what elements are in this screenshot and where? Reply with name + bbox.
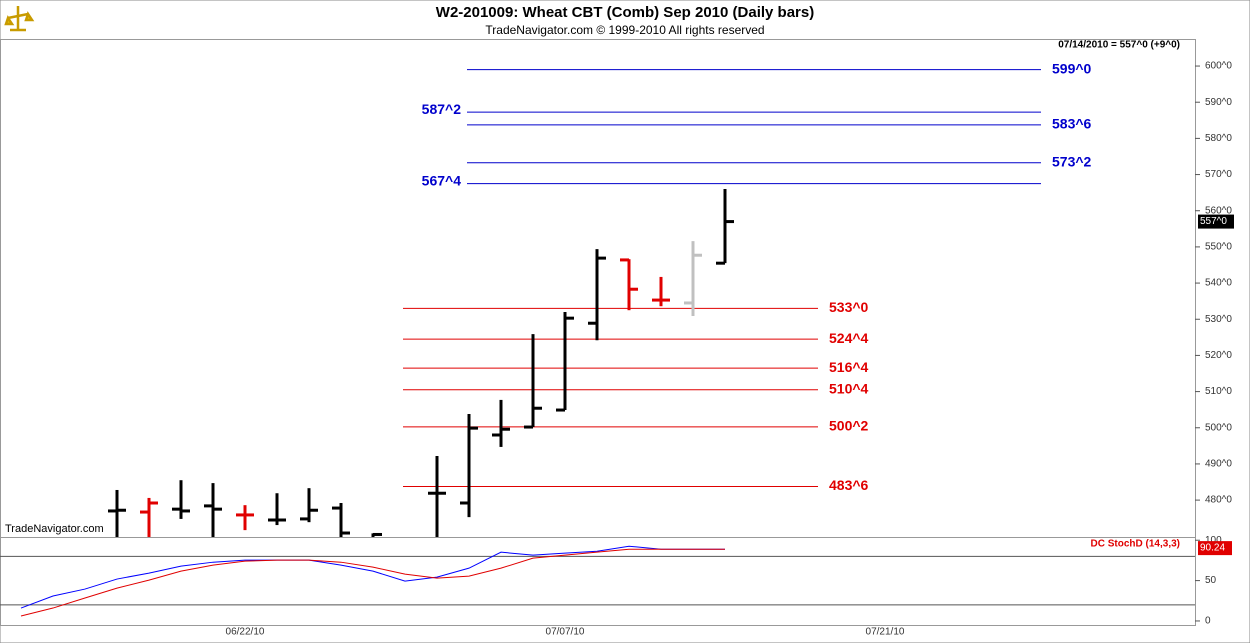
x-tick-label: 07/07/10 [546, 627, 585, 638]
y-tick-label: 580^0 [1205, 133, 1232, 144]
last-price-tag [1198, 214, 1234, 229]
chart-title: W2-201009: Wheat CBT (Comb) Sep 2010 (Da… [436, 4, 814, 21]
level-label: 483^6 [829, 477, 869, 493]
last-price-label: 557^0 [1200, 216, 1227, 227]
watermark: TradeNavigator.com [5, 523, 104, 535]
y-tick-label: 520^0 [1205, 350, 1232, 361]
y-tick-label: 600^0 [1205, 61, 1232, 72]
x-tick-label: 06/22/10 [226, 627, 265, 638]
y-tick-label: 530^0 [1205, 314, 1232, 325]
y-tick-label: 510^0 [1205, 386, 1232, 397]
stoch-plot [0, 545, 1195, 617]
y-tick-label: 0 [1205, 616, 1211, 627]
level-label: 599^0 [1052, 60, 1092, 76]
level-label: 583^6 [1052, 116, 1092, 132]
stoch-line [20, 545, 725, 609]
y-tick-label: 570^0 [1205, 169, 1232, 180]
level-label: 500^2 [829, 418, 869, 434]
x-tick-label: 07/21/10 [866, 627, 905, 638]
y-tick-label: 560^0 [1205, 205, 1232, 216]
stoch-line [20, 548, 725, 617]
stoch-title: DC StochD (14,3,3) [1091, 539, 1180, 550]
y-tick-label: 500^0 [1205, 422, 1232, 433]
level-label: 587^2 [422, 101, 462, 117]
level-label: 533^0 [829, 299, 869, 315]
logo [4, 6, 35, 32]
y-tick-label: 590^0 [1205, 97, 1232, 108]
status-text: 07/14/2010 = 557^0 (+9^0) [1058, 40, 1180, 51]
y-tick-label: 50 [1205, 575, 1217, 586]
y-tick-label: 490^0 [1205, 459, 1232, 470]
last-value-tag [1198, 541, 1232, 556]
level-label: 524^4 [829, 330, 869, 346]
level-label: 510^4 [829, 380, 869, 396]
main-plot [108, 69, 1041, 537]
y-tick-label: 480^0 [1205, 495, 1232, 506]
level-label: 573^2 [1052, 154, 1092, 170]
last-value-label: 90.24 [1200, 543, 1225, 554]
chart-subtitle: TradeNavigator.com © 1999-2010 All right… [485, 23, 764, 37]
level-label: 516^4 [829, 359, 869, 375]
y-tick-label: 550^0 [1205, 242, 1232, 253]
level-label: 567^4 [422, 172, 462, 188]
y-tick-label: 540^0 [1205, 278, 1232, 289]
y-tick-label: 100 [1205, 535, 1222, 546]
